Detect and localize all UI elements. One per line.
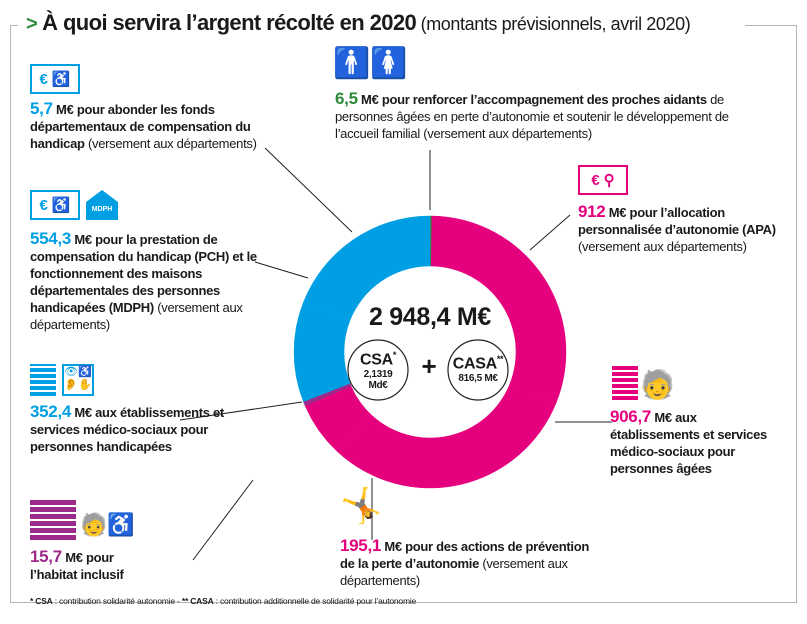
item-value: 6,5 [335, 89, 358, 108]
footnote: * CSA : contribution solidarité autonomi… [30, 596, 416, 606]
footnote-csa-text: : contribution solidarité autonomie - [52, 596, 182, 606]
footnote-csa: * CSA [30, 596, 53, 606]
item-habitat-inclusif: 15,7 M€ pour l’habitat inclusif [30, 548, 160, 583]
title-sub: (montants prévisionnels, avril 2020) [420, 14, 691, 34]
item-note: (versement aux départements) [87, 136, 257, 151]
plus-sign: + [421, 351, 437, 381]
item-apa: 912 M€ pour l’allocation personnalisée d… [578, 203, 778, 255]
elderly-wheelchair-icon: 🧓♿ [80, 512, 135, 537]
casa-mark: ** [496, 354, 504, 364]
item-value: 5,7 [30, 99, 53, 118]
item-value: 912 [578, 202, 606, 221]
item-label: M€ aux établissements et services médico… [30, 405, 224, 454]
item-note: de personnes âgées en perte d’autonomie … [335, 92, 729, 141]
item-fonds-compensation: 5,7 M€ pour abonder les fonds départemen… [30, 100, 300, 152]
item-label: M€ pour abonder les fonds départementaux… [30, 102, 251, 151]
item-label: M€ aux établissements et services médico… [610, 410, 767, 476]
euro-elderly-icon: € ⚲ [578, 165, 628, 195]
leader-line [192, 479, 254, 561]
frame [10, 25, 797, 603]
csa-mark: * [392, 350, 397, 360]
item-note: (versement aux départements) [578, 239, 747, 254]
donut-slice-7 [428, 215, 431, 267]
item-etablissements-handicap: 352,4 M€ aux établissements et services … [30, 403, 260, 455]
casa-block: CASA** 816,5 M€ [448, 350, 508, 385]
building-icon [612, 366, 638, 400]
item-label: M€ pour la prestation de compensation du… [30, 232, 257, 315]
elderly-person-icon: 🧓 [640, 369, 675, 400]
item-pch-mdph: 554,3 M€ pour la prestation de compensat… [30, 230, 275, 333]
item-note: (versement aux départements) [30, 300, 243, 332]
item-etablissements-ages: 906,7 M€ aux établissements et services … [610, 408, 780, 477]
item-note: (versement aux départements) [340, 556, 568, 588]
frame-top-left [10, 25, 18, 26]
item-value: 906,7 [610, 407, 652, 426]
page-title: > À quoi servira l’argent récolté en 202… [22, 10, 695, 36]
casa-value: 816,5 M€ [458, 373, 498, 385]
item-proches-aidants: 6,5 M€ pour renforcer l’accompagnement d… [335, 90, 765, 142]
item-value: 554,3 [30, 229, 72, 248]
title-main: À quoi servira l’argent récolté en 2020 [42, 10, 417, 35]
item-value: 195,1 [340, 536, 382, 555]
footnote-casa-text: : contribution additionnelle de solidari… [213, 596, 417, 606]
donut-slice-2 [337, 384, 557, 489]
item-prevention: 195,1 M€ pour des actions de prévention … [340, 537, 590, 589]
donut-slice-1 [430, 215, 567, 404]
leader-line [529, 214, 571, 251]
disability-icons: 👁♿ 👂✋ [62, 364, 94, 396]
csa-value: 2,1319 Md€ [363, 369, 393, 392]
building-icon [30, 364, 56, 396]
footnote-casa: ** CASA [181, 596, 214, 606]
exercising-person-icon: 🤸 [340, 487, 383, 525]
arrow-icon: > [26, 13, 38, 35]
item-label: M€ pour des actions de prévention de la … [340, 539, 589, 571]
leader-lines [179, 147, 612, 561]
euro-wheelchair-icon: € ♿ [30, 64, 80, 94]
casa-label: CASA [452, 355, 497, 373]
total-value: 2 948,4 M€ [368, 303, 492, 331]
casa-circle [447, 339, 509, 401]
man-woman-icon: 🚹🚺 [333, 47, 408, 80]
item-label: M€ pour l’allocation personnalisée d’aut… [578, 205, 776, 237]
leader-line [179, 401, 303, 421]
item-value: 15,7 [30, 547, 62, 566]
csa-label: CSA [359, 351, 393, 369]
building-icon [30, 500, 76, 540]
leader-line [264, 147, 353, 233]
item-label: M€ pour l’habitat inclusif [30, 550, 124, 582]
item-label: M€ pour renforcer l’accompagnement des p… [361, 92, 707, 107]
item-value: 352,4 [30, 402, 72, 421]
csa-circle [347, 339, 409, 401]
frame-top-right [745, 25, 797, 26]
euro-wheelchair-icon: € ♿ [30, 190, 80, 220]
csa-block: CSA* 2,1319 Md€ [348, 346, 408, 391]
leader-line [254, 261, 309, 279]
